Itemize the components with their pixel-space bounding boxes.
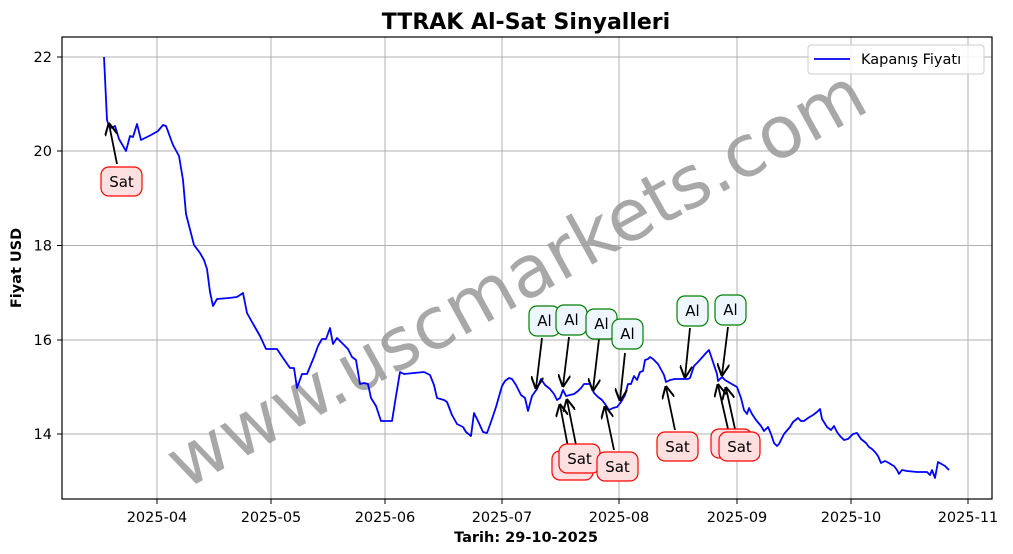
x-tick-label: 2025-10: [821, 510, 882, 526]
y-tick-label: 22: [34, 50, 52, 66]
svg-text:Sat: Sat: [665, 438, 690, 456]
y-tick-label: 18: [34, 239, 52, 255]
plot-frame: [61, 36, 993, 500]
buy-signal: Al: [555, 304, 588, 336]
x-tick-label: 2025-05: [241, 510, 302, 526]
svg-text:Sat: Sat: [605, 458, 630, 476]
signal-arrows: [109, 124, 736, 451]
buy-signal: Al: [528, 305, 561, 337]
svg-text:Al: Al: [723, 301, 737, 319]
sell-signal: Sat: [100, 166, 143, 197]
x-tick-label: 2025-04: [127, 510, 188, 526]
y-tick-label: 14: [34, 427, 52, 443]
buy-signal: Al: [585, 308, 618, 340]
y-axis: [57, 56, 62, 435]
svg-text:Sat: Sat: [727, 438, 752, 456]
svg-text:Al: Al: [685, 302, 699, 320]
sell-signal: Sat: [718, 431, 761, 462]
sell-signal: Sat: [558, 443, 601, 474]
y-axis-label: Fiyat USD: [9, 228, 25, 308]
x-tick-label: 2025-08: [589, 510, 650, 526]
buy-signal: Al: [714, 294, 747, 326]
x-tick-label: 2025-07: [472, 510, 533, 526]
x-axis-label: Tarih: 29-10-2025: [454, 530, 598, 546]
buy-signal: Al: [676, 295, 709, 327]
x-tick-label: 2025-09: [707, 510, 768, 526]
chart-title: TTRAK Al-Sat Sinyalleri: [382, 10, 670, 35]
grid: [62, 37, 992, 499]
svg-text:Al: Al: [537, 312, 551, 330]
y-tick-label: 16: [34, 333, 52, 349]
watermark: www.uscmarkets.com: [152, 51, 880, 505]
y-tick-label: 20: [34, 144, 52, 160]
x-axis: [156, 499, 969, 504]
svg-text:Sat: Sat: [109, 173, 134, 191]
legend: Kapanış Fiyatı: [807, 44, 985, 75]
svg-text:Sat: Sat: [567, 450, 592, 468]
legend-label: Kapanış Fiyatı: [861, 52, 961, 68]
svg-text:Al: Al: [594, 315, 608, 333]
buy-signal: Al: [611, 318, 644, 350]
x-tick-label: 2025-06: [355, 510, 416, 526]
price-line: [103, 56, 950, 479]
svg-text:Al: Al: [564, 311, 578, 329]
sell-signal: Sat: [596, 451, 639, 482]
svg-text:Al: Al: [620, 325, 634, 343]
sell-signal: Sat: [656, 431, 699, 462]
x-tick-label: 2025-11: [938, 510, 999, 526]
